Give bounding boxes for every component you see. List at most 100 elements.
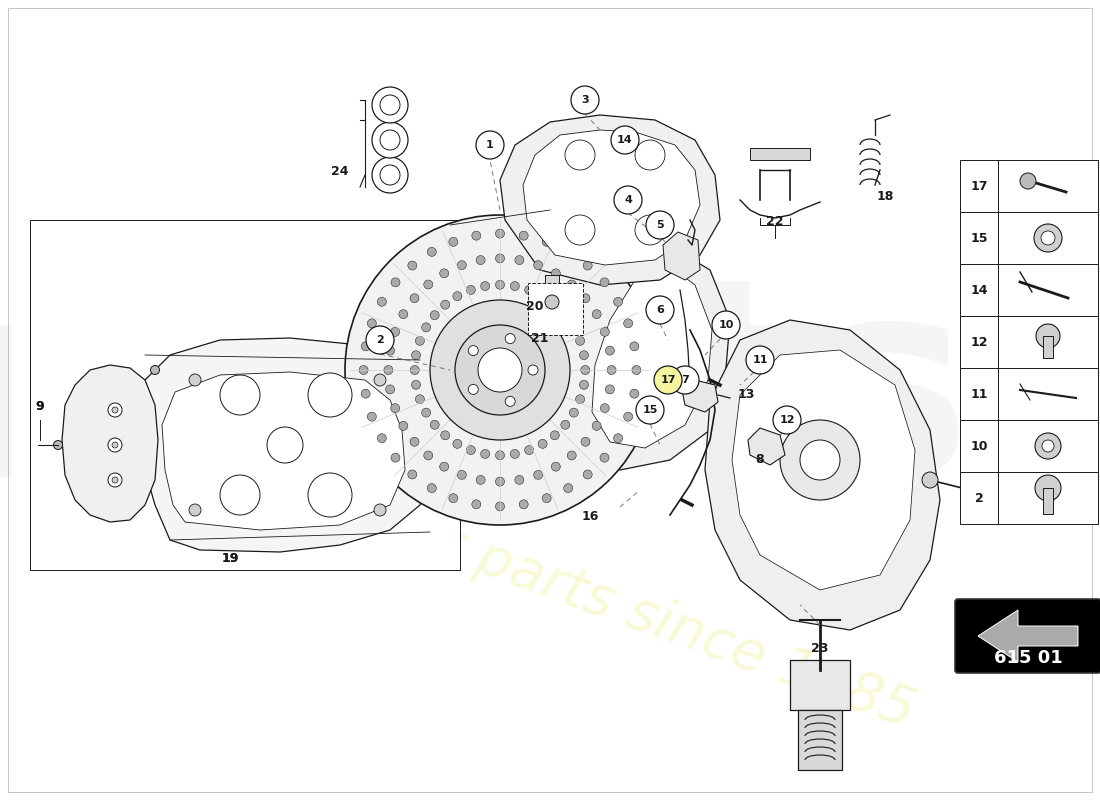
Polygon shape	[140, 338, 430, 552]
Circle shape	[441, 431, 450, 440]
Text: 14: 14	[617, 135, 632, 145]
Circle shape	[359, 366, 369, 374]
Circle shape	[424, 451, 432, 460]
Circle shape	[476, 255, 485, 265]
Circle shape	[408, 261, 417, 270]
Circle shape	[614, 186, 642, 214]
Circle shape	[372, 122, 408, 158]
Bar	[960, 368, 998, 420]
Circle shape	[550, 300, 559, 309]
Bar	[998, 316, 1098, 368]
Circle shape	[267, 427, 303, 463]
Circle shape	[379, 130, 400, 150]
Circle shape	[478, 348, 522, 392]
Circle shape	[1035, 433, 1062, 459]
Text: 17: 17	[660, 375, 675, 385]
Circle shape	[411, 350, 420, 360]
Polygon shape	[682, 380, 718, 412]
Circle shape	[189, 374, 201, 386]
Circle shape	[469, 384, 478, 394]
Circle shape	[410, 438, 419, 446]
Text: 16: 16	[581, 510, 598, 523]
Circle shape	[605, 346, 615, 355]
Text: 4: 4	[624, 195, 631, 205]
Circle shape	[534, 470, 542, 479]
Circle shape	[646, 296, 674, 324]
Circle shape	[635, 140, 666, 170]
Circle shape	[399, 310, 408, 318]
Bar	[1043, 488, 1053, 514]
Circle shape	[528, 365, 538, 375]
Circle shape	[481, 450, 490, 458]
Circle shape	[565, 140, 595, 170]
Bar	[960, 264, 998, 316]
Circle shape	[472, 500, 481, 509]
Text: 18: 18	[877, 190, 893, 203]
Circle shape	[515, 255, 524, 265]
Circle shape	[505, 396, 515, 406]
Circle shape	[571, 86, 600, 114]
Circle shape	[922, 472, 938, 488]
Bar	[798, 710, 842, 770]
Circle shape	[449, 494, 458, 502]
Text: 11: 11	[752, 355, 768, 365]
Circle shape	[610, 126, 639, 154]
Circle shape	[712, 311, 740, 339]
Bar	[30, 220, 460, 570]
Circle shape	[379, 165, 400, 185]
Circle shape	[108, 403, 122, 417]
Circle shape	[583, 470, 592, 479]
Circle shape	[453, 439, 462, 448]
Circle shape	[476, 131, 504, 159]
Circle shape	[614, 298, 623, 306]
Circle shape	[495, 229, 505, 238]
Circle shape	[108, 438, 122, 452]
Polygon shape	[500, 115, 720, 285]
Circle shape	[495, 254, 505, 263]
Text: 19: 19	[221, 552, 239, 565]
Circle shape	[614, 434, 623, 442]
Circle shape	[112, 407, 118, 413]
Circle shape	[575, 336, 584, 346]
Circle shape	[1034, 224, 1062, 252]
Circle shape	[570, 323, 579, 332]
Circle shape	[581, 438, 590, 446]
Text: 20: 20	[526, 300, 543, 313]
Circle shape	[510, 282, 519, 290]
Circle shape	[624, 412, 632, 421]
Circle shape	[408, 470, 417, 479]
Circle shape	[575, 394, 584, 404]
Text: 21: 21	[531, 332, 549, 345]
Circle shape	[525, 446, 533, 454]
Polygon shape	[575, 230, 730, 470]
Text: 2: 2	[376, 335, 384, 345]
Circle shape	[440, 269, 449, 278]
Circle shape	[427, 484, 437, 493]
Text: 11: 11	[970, 387, 988, 401]
Circle shape	[581, 366, 590, 374]
Circle shape	[538, 292, 547, 301]
Circle shape	[455, 325, 544, 415]
Circle shape	[481, 282, 490, 290]
Circle shape	[366, 326, 394, 354]
Text: 6: 6	[656, 305, 664, 315]
Circle shape	[568, 451, 576, 460]
Text: 7: 7	[681, 375, 689, 385]
Text: 5: 5	[657, 220, 663, 230]
Circle shape	[308, 373, 352, 417]
Bar	[998, 472, 1098, 524]
Circle shape	[534, 261, 542, 270]
Bar	[960, 472, 998, 524]
Circle shape	[361, 342, 371, 351]
Circle shape	[372, 87, 408, 123]
Circle shape	[472, 231, 481, 240]
Circle shape	[583, 261, 592, 270]
Circle shape	[458, 470, 466, 479]
Bar	[960, 316, 998, 368]
Text: 615 01: 615 01	[993, 649, 1063, 667]
Circle shape	[538, 439, 547, 448]
Circle shape	[580, 380, 588, 390]
Polygon shape	[663, 232, 700, 280]
Text: 3: 3	[581, 95, 589, 105]
Circle shape	[384, 366, 393, 374]
